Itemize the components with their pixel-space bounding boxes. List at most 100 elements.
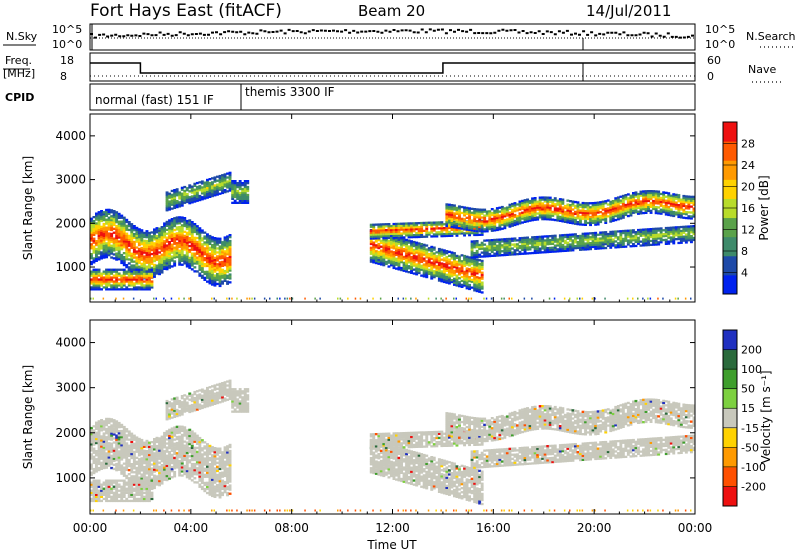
power-cell <box>238 182 242 185</box>
velocity-cell <box>102 497 106 501</box>
power-cell <box>674 195 678 198</box>
power-cell <box>632 209 635 212</box>
power-cell <box>584 206 587 209</box>
power-cell <box>511 253 514 256</box>
power-cell <box>420 250 424 254</box>
power-cell <box>435 255 439 258</box>
power-cell <box>513 202 517 205</box>
power-cell <box>420 247 424 250</box>
velocity-cell <box>102 444 106 447</box>
power-cell <box>619 245 623 249</box>
velocity-cell <box>112 451 116 454</box>
power-cell <box>505 214 509 217</box>
power-cell <box>498 238 502 241</box>
power-cell <box>211 253 214 257</box>
power-cell <box>604 241 608 244</box>
power-cell <box>571 245 575 248</box>
power-cell <box>518 239 522 242</box>
power-cell <box>470 286 474 289</box>
power-cell <box>626 231 630 234</box>
power-cell <box>208 280 212 283</box>
power-cell <box>206 182 209 185</box>
power-cell <box>110 215 114 218</box>
power-cell <box>458 277 461 280</box>
power-cell <box>206 188 209 191</box>
power-cell <box>458 230 461 233</box>
power-cell <box>95 230 98 233</box>
power-cell <box>523 207 527 210</box>
power-cell <box>243 182 247 185</box>
power-cell <box>682 196 686 200</box>
power-cell <box>228 257 232 260</box>
power-cell <box>485 228 489 231</box>
power-cell <box>637 212 640 215</box>
power-cell <box>168 256 171 259</box>
power-cell <box>584 242 587 245</box>
power-cell <box>448 230 451 234</box>
velocity-cell <box>107 483 111 486</box>
velocity-cell <box>115 424 119 427</box>
power-cell <box>546 218 550 221</box>
power-cell <box>122 236 126 239</box>
velocity-cell <box>112 425 116 428</box>
velocity-cell <box>115 454 119 458</box>
power-cell <box>505 237 509 241</box>
power-cell <box>100 247 103 250</box>
power-cell <box>427 297 430 300</box>
power-cell <box>427 233 431 236</box>
power-cell <box>538 241 542 244</box>
power-cell <box>561 216 565 219</box>
power-cell <box>642 202 645 205</box>
power-cell <box>218 192 222 195</box>
power-cell <box>478 233 482 236</box>
velocity-cell <box>120 499 124 503</box>
power-cell <box>228 261 232 264</box>
power-cell <box>213 192 217 195</box>
power-cell <box>594 217 598 220</box>
power-cell <box>90 253 93 256</box>
power-cell <box>493 211 497 214</box>
power-cell <box>117 268 121 271</box>
power-cell <box>390 234 393 237</box>
power-cell <box>445 232 449 236</box>
power-cell <box>453 220 456 224</box>
power-cell <box>561 238 565 241</box>
power-cell <box>200 262 204 266</box>
power-cell <box>503 224 507 228</box>
power-cell <box>442 234 446 238</box>
power-cell <box>626 197 630 200</box>
power-cell <box>241 199 245 202</box>
power-cell <box>211 248 214 251</box>
power-cell <box>382 229 386 232</box>
power-cell <box>647 203 650 207</box>
power-cell <box>112 284 116 287</box>
power-cell <box>390 262 393 265</box>
power-cell <box>148 278 151 281</box>
velocity-cell <box>95 433 98 437</box>
power-cell <box>684 239 688 242</box>
power-cell <box>657 196 661 199</box>
power-cell <box>223 236 227 239</box>
power-cell <box>374 229 378 232</box>
power-cell <box>97 282 101 285</box>
power-cell <box>589 244 592 247</box>
power-cell <box>432 254 436 257</box>
y-tick-label: 3000 <box>55 173 86 187</box>
power-cell <box>180 202 184 205</box>
power-cell <box>690 201 693 204</box>
power-cell <box>198 264 202 267</box>
power-cell <box>586 215 590 219</box>
power-cell <box>463 224 466 227</box>
power-cell <box>561 206 565 209</box>
power-cell <box>563 249 567 252</box>
power-cell <box>211 244 214 247</box>
power-cell <box>692 238 696 242</box>
power-cell <box>682 200 686 204</box>
velocity-cell <box>92 459 96 462</box>
power-cell <box>609 214 613 217</box>
power-cell <box>566 219 570 222</box>
power-cell <box>412 242 416 246</box>
power-cell <box>160 265 164 268</box>
velocity-cell <box>107 489 111 492</box>
power-cell <box>407 249 411 252</box>
